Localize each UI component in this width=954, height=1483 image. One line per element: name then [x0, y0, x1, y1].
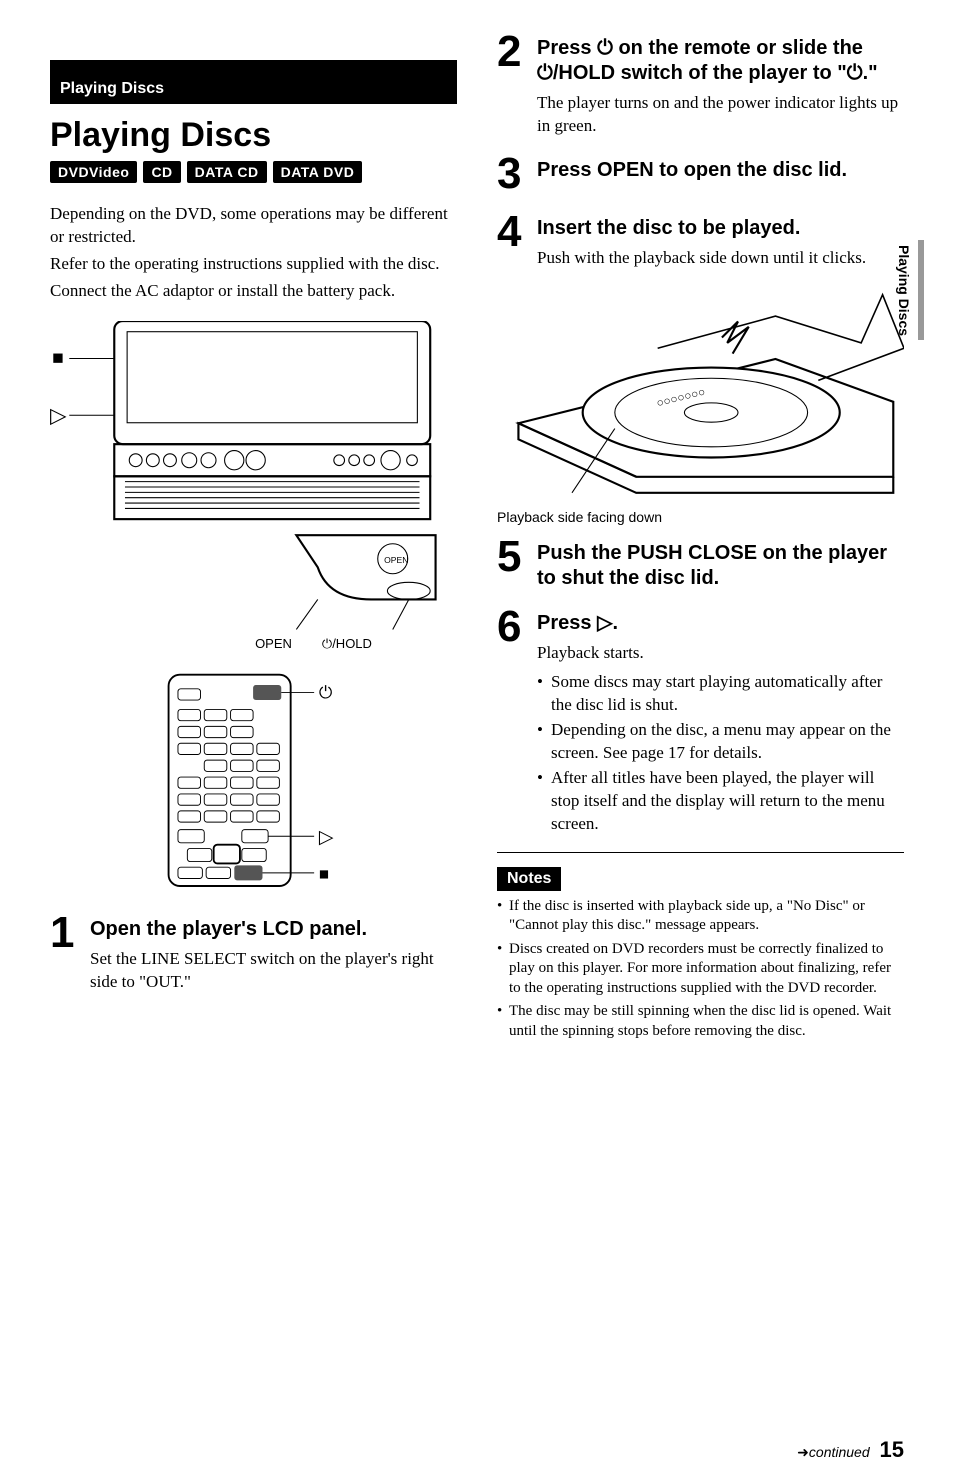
player-svg: ■ ▷	[50, 321, 457, 632]
disc-diagram: ○○○○○○○ Playback side facing down	[497, 284, 904, 525]
left-column: Playing Discs Playing Discs DVDVideo CD …	[50, 30, 457, 1045]
disc-svg: ○○○○○○○	[497, 284, 904, 498]
side-progress-bar	[918, 240, 924, 340]
step-1: 1 Open the player's LCD panel. Set the L…	[50, 911, 457, 994]
page-footer: ➜continued 15	[797, 1437, 904, 1463]
step-5-title: Push the PUSH CLOSE on the player to shu…	[537, 541, 904, 591]
remote-power-icon: ⏻	[319, 684, 333, 703]
notes-section: Notes If the disc is inserted with playb…	[497, 867, 904, 1042]
hold-label: ⏻/HOLD	[322, 636, 372, 652]
section-label: Playing Discs	[50, 74, 457, 104]
tab-top-bar	[50, 60, 457, 74]
svg-text:OPEN: OPEN	[384, 555, 408, 565]
intro-para-1: Depending on the DVD, some operations ma…	[50, 203, 457, 249]
format-badges: DVDVideo CD DATA CD DATA DVD	[50, 161, 457, 183]
step-3-title: Press OPEN to open the disc lid.	[537, 158, 904, 183]
step-1-title: Open the player's LCD panel.	[90, 917, 457, 942]
step-4-sub: Push with the playback side down until i…	[537, 247, 904, 270]
step-2-sub: The player turns on and the power indica…	[537, 92, 904, 138]
page-heading: Playing Discs	[50, 116, 457, 155]
step-1-num: 1	[50, 911, 80, 955]
step-1-sub: Set the LINE SELECT switch on the player…	[90, 948, 457, 994]
page-number: 15	[880, 1437, 904, 1462]
remote-play-icon: ▷	[319, 826, 334, 847]
bullet-item: Some discs may start playing automatical…	[537, 671, 904, 717]
step-2-title: Press ⏻ on the remote or slide the ⏻/HOL…	[537, 36, 904, 86]
step-3-num: 3	[497, 152, 527, 196]
intro-para-2: Refer to the operating instructions supp…	[50, 253, 457, 276]
stop-icon: ■	[52, 348, 64, 369]
player-diagram: ■ ▷	[50, 321, 457, 653]
note-item: Discs created on DVD recorders must be c…	[497, 940, 904, 999]
divider	[497, 852, 904, 853]
badge-datadvd: DATA DVD	[273, 161, 363, 183]
badge-datacd: DATA CD	[187, 161, 267, 183]
remote-stop-icon: ■	[319, 865, 329, 884]
badge-cd: CD	[143, 161, 180, 183]
step-4-title: Insert the disc to be played.	[537, 216, 904, 241]
section-tab: Playing Discs	[50, 60, 457, 104]
step-6-num: 6	[497, 605, 527, 649]
step-2: 2 Press ⏻ on the remote or slide the ⏻/H…	[497, 30, 904, 138]
notes-list: If the disc is inserted with playback si…	[497, 897, 904, 1042]
remote-svg: ⏻ ▷ ■	[131, 670, 375, 895]
step-6: 6 Press ▷. Playback starts. Some discs m…	[497, 605, 904, 838]
bullet-item: After all titles have been played, the p…	[537, 767, 904, 836]
note-item: The disc may be still spinning when the …	[497, 1002, 904, 1041]
step-5: 5 Push the PUSH CLOSE on the player to s…	[497, 535, 904, 591]
play-icon: ▷	[597, 612, 612, 634]
disc-caption: Playback side facing down	[497, 509, 904, 525]
badge-dvdvideo: DVDVideo	[50, 161, 137, 183]
remote-diagram: ⏻ ▷ ■	[50, 670, 457, 900]
power-icon: ⏻	[597, 37, 613, 59]
step-6-sub: Playback starts.	[537, 642, 904, 665]
step-3: 3 Press OPEN to open the disc lid.	[497, 152, 904, 196]
intro-para-3: Connect the AC adaptor or install the ba…	[50, 280, 457, 303]
open-label: OPEN	[255, 636, 292, 652]
step-6-title: Press ▷.	[537, 611, 904, 636]
step-4-num: 4	[497, 210, 527, 254]
note-item: If the disc is inserted with playback si…	[497, 897, 904, 936]
play-icon: ▷	[50, 403, 67, 427]
step-4: 4 Insert the disc to be played. Push wit…	[497, 210, 904, 270]
continued-text: continued	[809, 1444, 870, 1460]
right-column: 2 Press ⏻ on the remote or slide the ⏻/H…	[497, 30, 904, 1045]
bullet-item: Depending on the disc, a menu may appear…	[537, 719, 904, 765]
step-2-num: 2	[497, 30, 527, 74]
step-5-num: 5	[497, 535, 527, 579]
side-tab-label: Playing Discs	[896, 245, 912, 336]
step-6-bullets: Some discs may start playing automatical…	[537, 671, 904, 836]
notes-label: Notes	[497, 867, 561, 891]
continued-arrow-icon: ➜	[797, 1444, 809, 1460]
